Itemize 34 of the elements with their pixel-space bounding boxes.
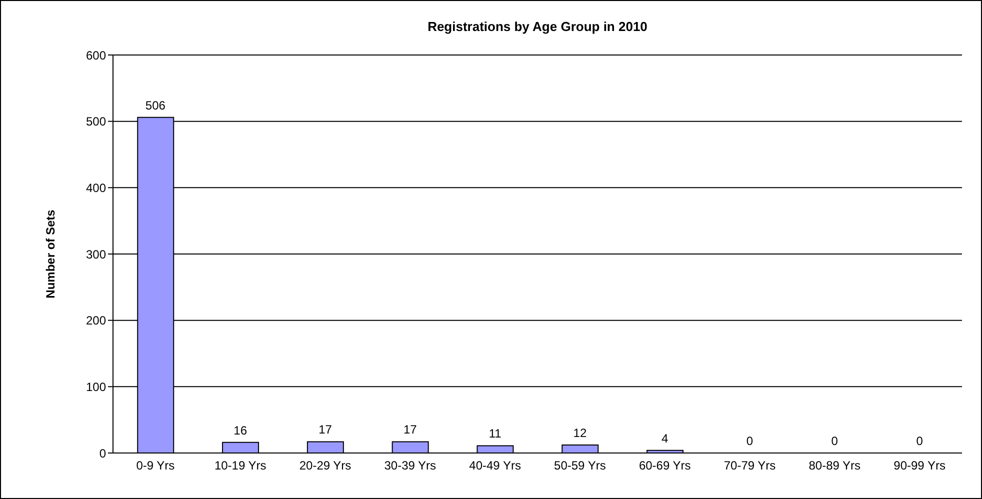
y-tick-label: 100 (86, 380, 106, 394)
data-label: 17 (318, 422, 332, 437)
bar (222, 442, 260, 453)
x-tick-label: 30-39 Yrs (384, 458, 436, 473)
data-label: 11 (488, 426, 502, 441)
x-tick-label: 10-19 Yrs (214, 458, 266, 473)
data-label: 16 (234, 423, 248, 438)
data-label: 17 (403, 422, 418, 437)
data-label: 4 (662, 431, 669, 446)
bar (306, 441, 344, 453)
x-tick-label: 70-79 Yrs (724, 458, 776, 473)
y-tick-label: 500 (86, 114, 106, 129)
x-tick-label: 60-69 Yrs (638, 458, 691, 473)
y-tick-label: 0 (99, 446, 106, 460)
data-label: 0 (831, 434, 838, 448)
y-tick-label: 600 (86, 48, 106, 62)
bar (562, 444, 599, 453)
x-tick-label: 40-49 Yrs (469, 458, 521, 473)
data-label: 0 (916, 434, 924, 448)
data-label: 12 (573, 426, 587, 440)
data-label: 0 (746, 434, 754, 448)
data-label: 506 (145, 98, 166, 112)
y-tick-label: 200 (86, 314, 106, 328)
x-tick-label: 80-89 Yrs (808, 458, 861, 473)
y-tick-label: 400 (86, 180, 106, 195)
y-tick-label: 300 (86, 247, 106, 262)
bar (392, 441, 429, 453)
y-axis-title: Number of Sets (43, 209, 58, 298)
bar (476, 445, 514, 453)
x-tick-label: 20-29 Yrs (299, 458, 352, 473)
x-tick-label: 90-99 Yrs (894, 458, 946, 473)
x-tick-label: 50-59 Yrs (554, 458, 606, 473)
chart-title: Registrations by Age Group in 2010 (426, 19, 648, 34)
x-tick-label: 0-9 Yrs (136, 458, 175, 473)
